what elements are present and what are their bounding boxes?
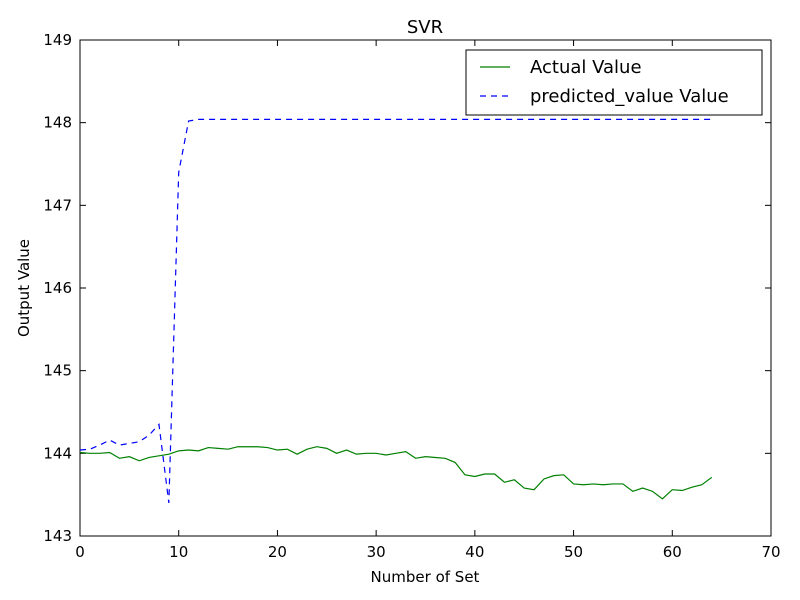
y-tick-label: 148 xyxy=(43,114,72,132)
x-tick-label: 30 xyxy=(367,543,386,561)
legend-label-actual: Actual Value xyxy=(530,57,642,78)
chart-title: SVR xyxy=(407,17,443,38)
y-axis-title: Output Value xyxy=(15,239,33,337)
y-tick-label: 147 xyxy=(43,196,72,214)
x-tick-label: 70 xyxy=(761,543,780,561)
x-tick-label: 40 xyxy=(465,543,484,561)
x-tick-label: 60 xyxy=(663,543,682,561)
y-tick-label: 146 xyxy=(43,279,72,297)
x-tick-label: 0 xyxy=(75,543,85,561)
plot-area xyxy=(79,39,772,537)
x-tick-label: 20 xyxy=(268,543,287,561)
x-axis: 0 10 20 30 40 50 60 70 xyxy=(75,40,781,561)
x-tick-label: 50 xyxy=(564,543,583,561)
y-tick-label: 149 xyxy=(43,31,72,49)
y-axis: 143 144 145 146 147 148 149 xyxy=(43,31,771,545)
x-tick-label: 10 xyxy=(169,543,188,561)
series-line-actual xyxy=(79,446,713,500)
y-tick-label: 143 xyxy=(43,527,72,545)
x-axis-title: Number of Set xyxy=(371,568,480,586)
y-tick-label: 144 xyxy=(43,444,72,462)
series-line-predicted xyxy=(79,118,712,504)
legend-label-predicted: predicted_value Value xyxy=(530,86,729,107)
series-layer xyxy=(79,118,713,504)
legend-box xyxy=(465,49,763,116)
legend: Actual Value predicted_value Value xyxy=(465,49,763,116)
y-tick-label: 145 xyxy=(43,362,72,380)
